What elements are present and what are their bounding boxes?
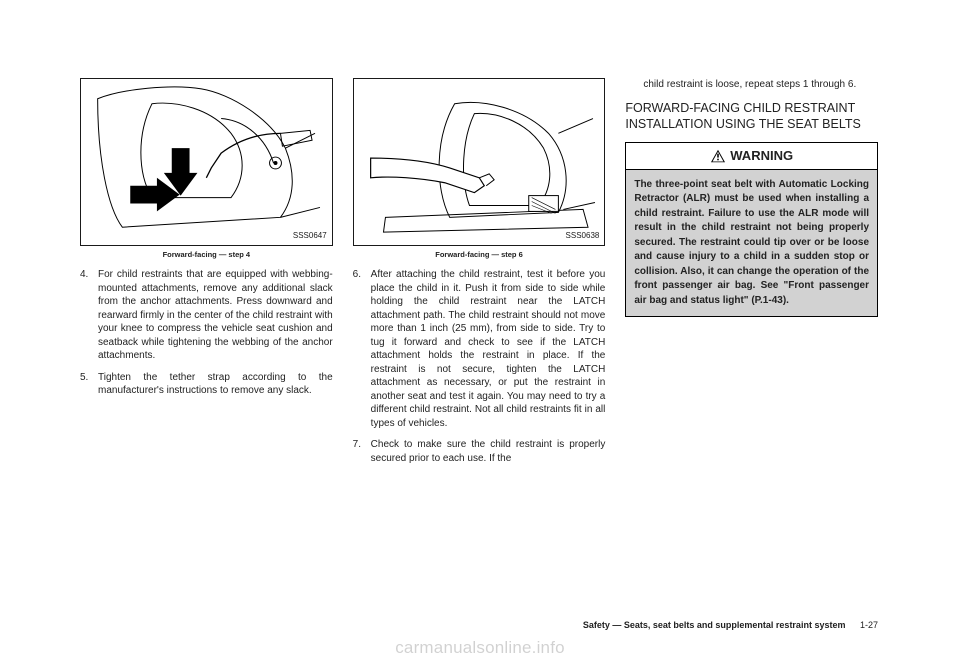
step-item: 6. After attaching the child restraint, … bbox=[353, 268, 606, 430]
column-2: SSS0638 Forward-facing — step 6 6. After… bbox=[353, 78, 606, 634]
warning-body: The three-point seat belt with Automatic… bbox=[625, 170, 878, 318]
step-number: 7. bbox=[353, 438, 371, 465]
step-item: 4. For child restraints that are equippe… bbox=[80, 268, 333, 363]
figure-id-label: SSS0647 bbox=[293, 231, 327, 242]
footer-page-number: 1-27 bbox=[860, 620, 878, 630]
step-item: 5. Tighten the tether strap according to… bbox=[80, 371, 333, 398]
step-item: 7. Check to make sure the child restrain… bbox=[353, 438, 606, 465]
illustration-step4 bbox=[81, 79, 332, 245]
watermark: carmanualsonline.info bbox=[395, 638, 565, 658]
step-list-2: 6. After attaching the child restraint, … bbox=[353, 268, 606, 473]
warning-icon bbox=[710, 149, 726, 163]
figure-id-label: SSS0638 bbox=[566, 231, 600, 242]
section-heading: FORWARD-FACING CHILD RESTRAINT INSTALLAT… bbox=[625, 100, 878, 133]
column-1: SSS0647 Forward-facing — step 4 4. For c… bbox=[80, 78, 333, 634]
figure-caption: Forward-facing — step 4 bbox=[80, 250, 333, 260]
step-text: Tighten the tether strap according to th… bbox=[98, 371, 333, 398]
warning-header: WARNING bbox=[625, 142, 878, 170]
step-number: 5. bbox=[80, 371, 98, 398]
page-footer: Safety — Seats, seat belts and supplemen… bbox=[583, 620, 878, 630]
step-text: Check to make sure the child restraint i… bbox=[371, 438, 606, 465]
warning-label: WARNING bbox=[730, 147, 793, 165]
step-number: 4. bbox=[80, 268, 98, 363]
figure-step6: SSS0638 bbox=[353, 78, 606, 246]
footer-section: Safety — Seats, seat belts and supplemen… bbox=[583, 620, 846, 630]
manual-page: SSS0647 Forward-facing — step 4 4. For c… bbox=[0, 0, 960, 664]
column-3: child restraint is loose, repeat steps 1… bbox=[625, 78, 878, 634]
figure-step4: SSS0647 bbox=[80, 78, 333, 246]
continued-text: child restraint is loose, repeat steps 1… bbox=[625, 78, 878, 92]
step-list-1: 4. For child restraints that are equippe… bbox=[80, 268, 333, 406]
step-text: After attaching the child restraint, tes… bbox=[371, 268, 606, 430]
illustration-step6 bbox=[354, 79, 605, 245]
step-text: For child restraints that are equipped w… bbox=[98, 268, 333, 363]
figure-caption: Forward-facing — step 6 bbox=[353, 250, 606, 260]
step-number: 6. bbox=[353, 268, 371, 430]
